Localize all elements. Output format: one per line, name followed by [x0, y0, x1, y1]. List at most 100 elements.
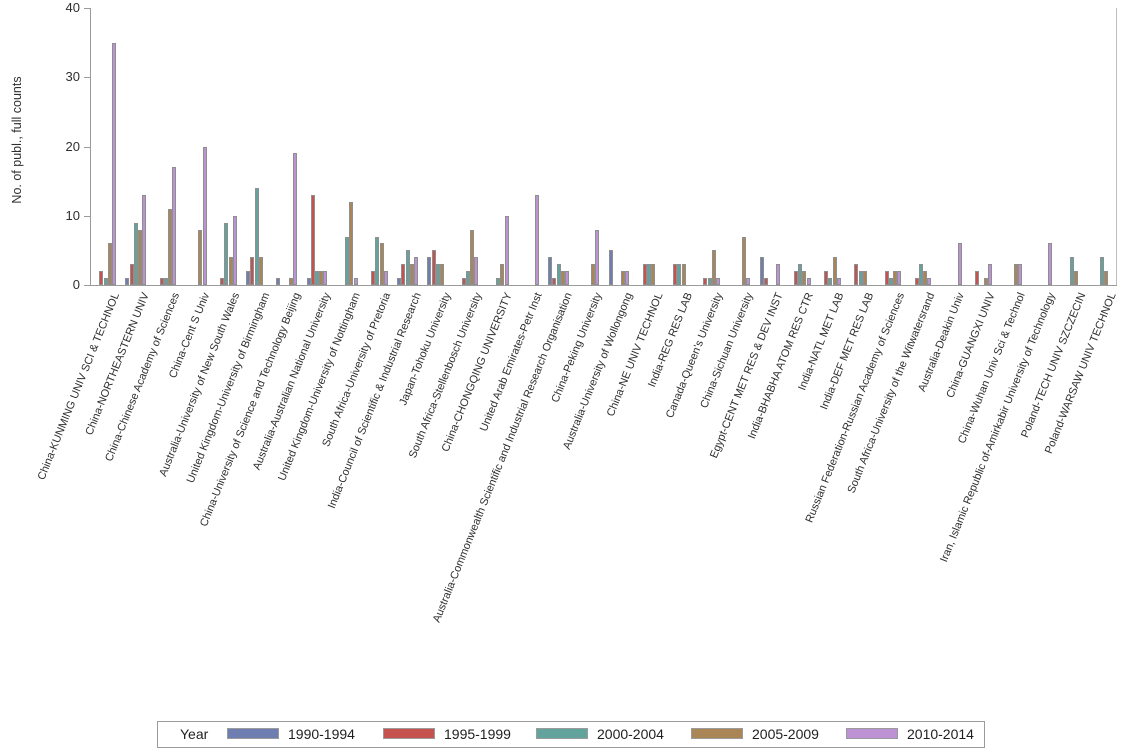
bar: [427, 257, 432, 285]
bar: [349, 201, 354, 285]
bar: [707, 278, 712, 285]
bar: [246, 271, 251, 285]
bar: [220, 278, 225, 285]
bar: [854, 264, 859, 285]
bar: [345, 236, 350, 285]
bar: [371, 271, 376, 285]
y-axis-tick-mark: [84, 215, 90, 217]
bar: [987, 264, 992, 285]
bar: [858, 271, 863, 285]
bar: [353, 278, 358, 285]
bar: [1100, 257, 1105, 285]
bar: [677, 264, 682, 285]
bar: [276, 278, 281, 285]
bar: [99, 271, 104, 285]
bar: [673, 264, 678, 285]
bar: [142, 194, 147, 285]
bar: [401, 264, 406, 285]
bar: [806, 278, 811, 285]
bar: [409, 264, 414, 285]
bar: [431, 250, 436, 285]
bar: [647, 264, 652, 285]
bar: [310, 194, 315, 285]
bar: [254, 188, 259, 285]
bar: [703, 278, 708, 285]
y-axis-tick-mark: [84, 8, 90, 9]
bar: [763, 278, 768, 285]
y-axis-tick-label: 0: [72, 277, 80, 292]
bar: [461, 278, 466, 285]
bar: [232, 215, 237, 285]
bar: [927, 278, 932, 285]
bar: [103, 278, 108, 285]
legend-title: Year: [180, 726, 209, 742]
legend-label: 2010-2014: [907, 726, 974, 742]
bar: [836, 278, 841, 285]
bar: [107, 243, 112, 285]
bar: [258, 257, 263, 285]
bar: [504, 215, 509, 285]
legend-swatch-1995-1999: [383, 728, 435, 739]
bar: [957, 243, 962, 285]
y-axis-tick-label: 30: [65, 69, 80, 85]
bar: [288, 278, 293, 285]
bar: [470, 229, 475, 285]
bar: [983, 278, 988, 285]
bar: [435, 264, 440, 285]
bar: [293, 153, 298, 285]
y-axis-tick-label: 10: [65, 207, 80, 223]
bar: [832, 257, 837, 285]
bar: [323, 271, 328, 285]
bar: [862, 271, 867, 285]
y-axis-tick-mark: [84, 285, 90, 286]
bar: [892, 271, 897, 285]
bar: [975, 271, 980, 285]
x-axis-label: Iran, Islamic Republic of-Amirkabir Univ…: [938, 291, 1058, 564]
bar: [1048, 243, 1053, 285]
bar: [918, 264, 923, 285]
bar: [1104, 271, 1109, 285]
bar: [465, 271, 470, 285]
bar: [741, 236, 746, 285]
bar: [595, 229, 600, 285]
bar: [125, 278, 130, 285]
bar: [681, 264, 686, 285]
y-axis-tick-mark: [84, 146, 90, 148]
legend-box: Year 1990-1994 1995-1999 2000-2004 2005-200…: [157, 721, 985, 748]
legend-swatch-2005-2009: [691, 728, 743, 739]
bar: [552, 278, 557, 285]
legend-swatch-2010-2014: [846, 728, 898, 739]
legend-label: 2000-2004: [597, 726, 664, 742]
bar: [824, 271, 829, 285]
bar: [798, 264, 803, 285]
bar: [1074, 271, 1079, 285]
bar: [776, 264, 781, 285]
bar: [1013, 264, 1018, 285]
bar: [397, 278, 402, 285]
bar: [923, 271, 928, 285]
y-axis-tick-label: 40: [65, 0, 80, 15]
bar: [715, 278, 720, 285]
bar: [133, 222, 138, 285]
bar: [651, 264, 656, 285]
bar: [111, 42, 116, 285]
x-axis-label: Canada-Queen's University: [664, 291, 726, 420]
bar: [1017, 264, 1022, 285]
bar: [802, 271, 807, 285]
bar: [314, 271, 319, 285]
bar: [224, 222, 229, 285]
bar: [306, 278, 311, 285]
legend-label: 1990-1994: [288, 726, 355, 742]
legend-label: 2005-2009: [752, 726, 819, 742]
y-axis-tick-label: 20: [65, 138, 80, 154]
bar: [405, 250, 410, 285]
bar: [914, 278, 919, 285]
y-axis-line: [90, 8, 91, 286]
legend-swatch-2000-2004: [536, 728, 588, 739]
legend-label: 1995-1999: [444, 726, 511, 742]
bar: [625, 271, 630, 285]
bar: [439, 264, 444, 285]
bar: [375, 236, 380, 285]
plot-right-frame: [1116, 8, 1117, 285]
